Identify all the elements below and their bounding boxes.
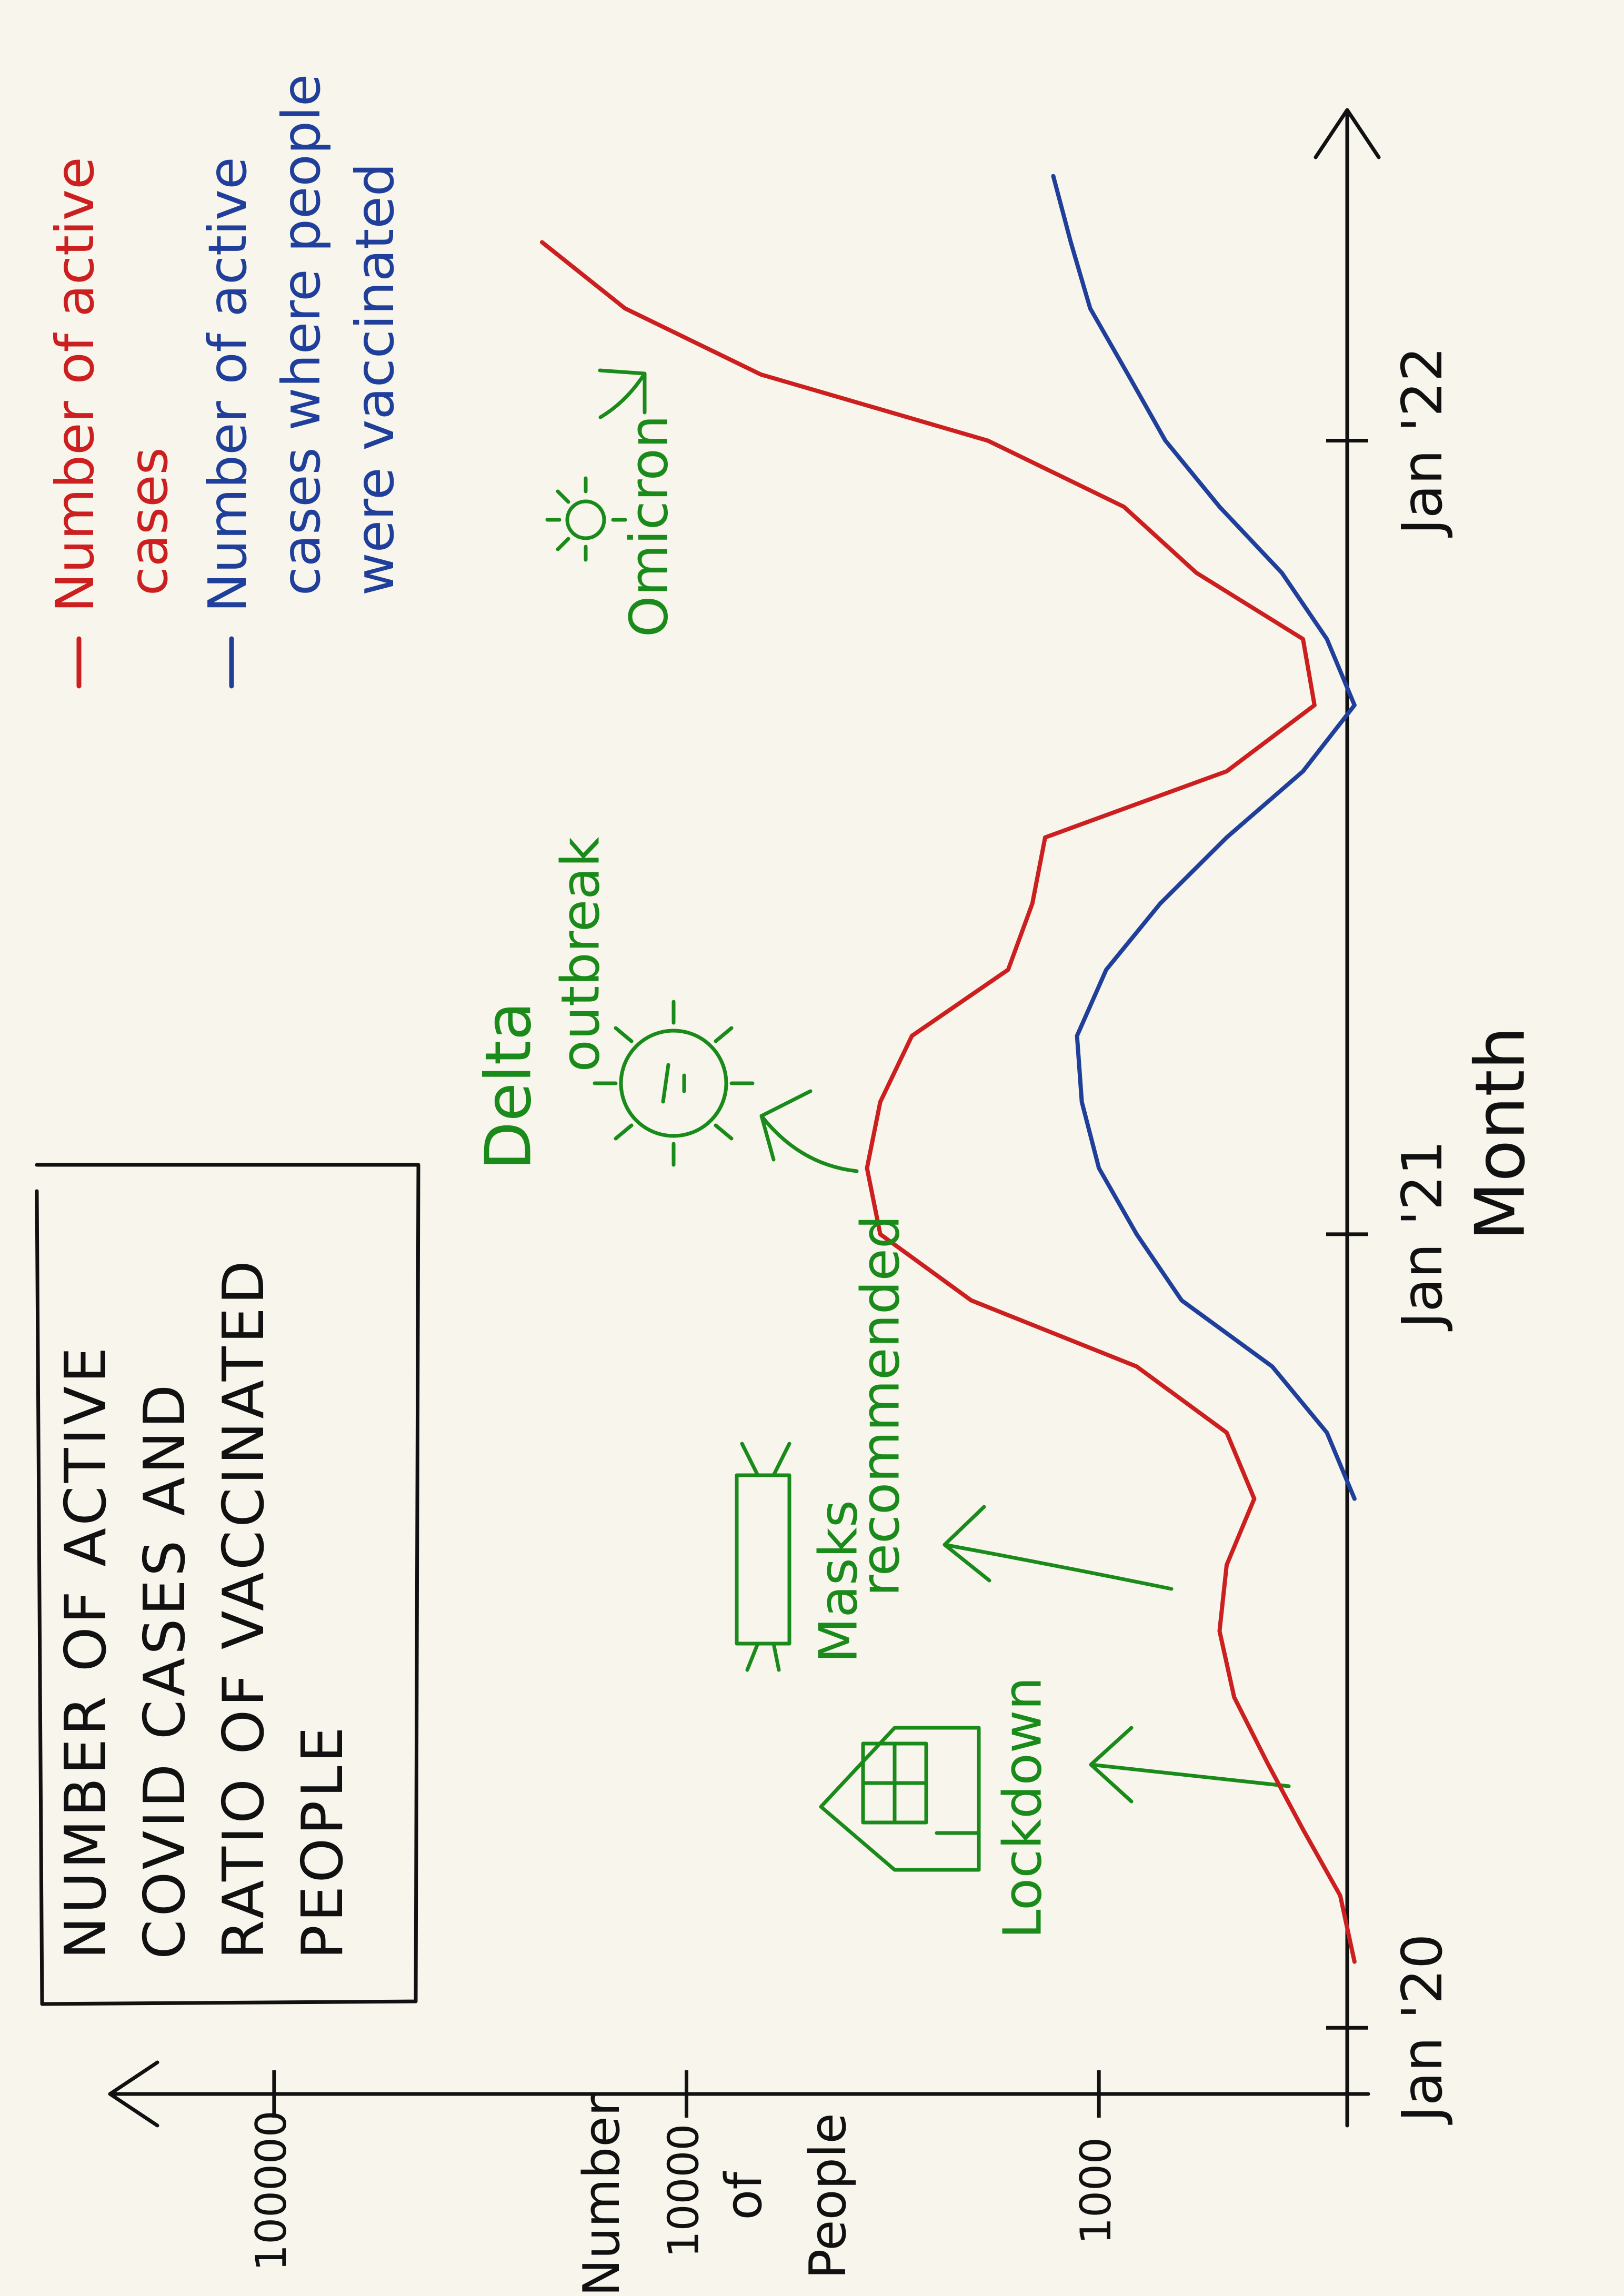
annotation: Lockdown — [991, 1677, 1053, 1939]
y-axis-label: People — [799, 2113, 857, 2279]
y-axis-label: Number — [573, 2095, 631, 2296]
masks-arrow — [943, 1505, 1174, 1591]
chart-title: RATIO OF VACCINATED — [211, 1257, 277, 1959]
legend-label-line: cases — [118, 447, 179, 612]
data-line — [1051, 174, 1357, 1501]
delta-arrow — [759, 1089, 859, 1173]
x-tick-label: Jan '21 — [1390, 1140, 1455, 1332]
legend-label: Number of active cases where people were… — [197, 74, 406, 612]
y-axis — [108, 2060, 1370, 2128]
legend-label-line: cases where people — [270, 74, 332, 612]
y-tick-label: 1000 — [1071, 2137, 1120, 2244]
annotation: recommended — [849, 1215, 911, 1597]
legend-label-line: were vaccinated — [344, 163, 406, 612]
house-icon — [819, 1726, 981, 1872]
annotation: Omicron — [618, 415, 679, 637]
lockdown-arrow — [1089, 1726, 1291, 1804]
rotated-frame: Jan '20 Jan '21 Jan '22 1000 10000 100000 Mont… — [35, 74, 1540, 2296]
data-line — [540, 240, 1357, 1964]
x-tick-label: Jan '22 — [1390, 347, 1455, 538]
legend-label-line: Number of active — [197, 157, 258, 612]
chart-title: NUMBER OF ACTIVE — [53, 1344, 119, 1959]
mask-icon — [735, 1442, 791, 1672]
x-tick-label: Jan '20 — [1390, 1934, 1455, 2125]
x-axis-label: Month — [1460, 1026, 1540, 1241]
legend-label-line: Number of active — [44, 157, 106, 612]
virus-spikes — [593, 1000, 755, 1167]
annotation: Delta — [473, 1002, 546, 1170]
y-tick-label: 100000 — [247, 2110, 296, 2271]
omicron-icon — [565, 499, 606, 540]
omicron-spikes — [545, 476, 627, 562]
chart-title: COVID CASES AND — [132, 1381, 198, 1959]
annotation: outbreak — [549, 837, 611, 1072]
virus-icon — [619, 1029, 728, 1138]
y-axis-label: of — [715, 2171, 773, 2220]
title-box — [35, 1163, 420, 2006]
annotation: Masks — [807, 1500, 869, 1663]
legend-label: Number of active cases — [44, 157, 179, 612]
x-axis — [1314, 108, 1381, 2128]
omicron-arrow — [598, 368, 647, 419]
chart-title: PEOPLE — [290, 1724, 356, 1959]
y-tick-label: 10000 — [659, 2124, 708, 2258]
